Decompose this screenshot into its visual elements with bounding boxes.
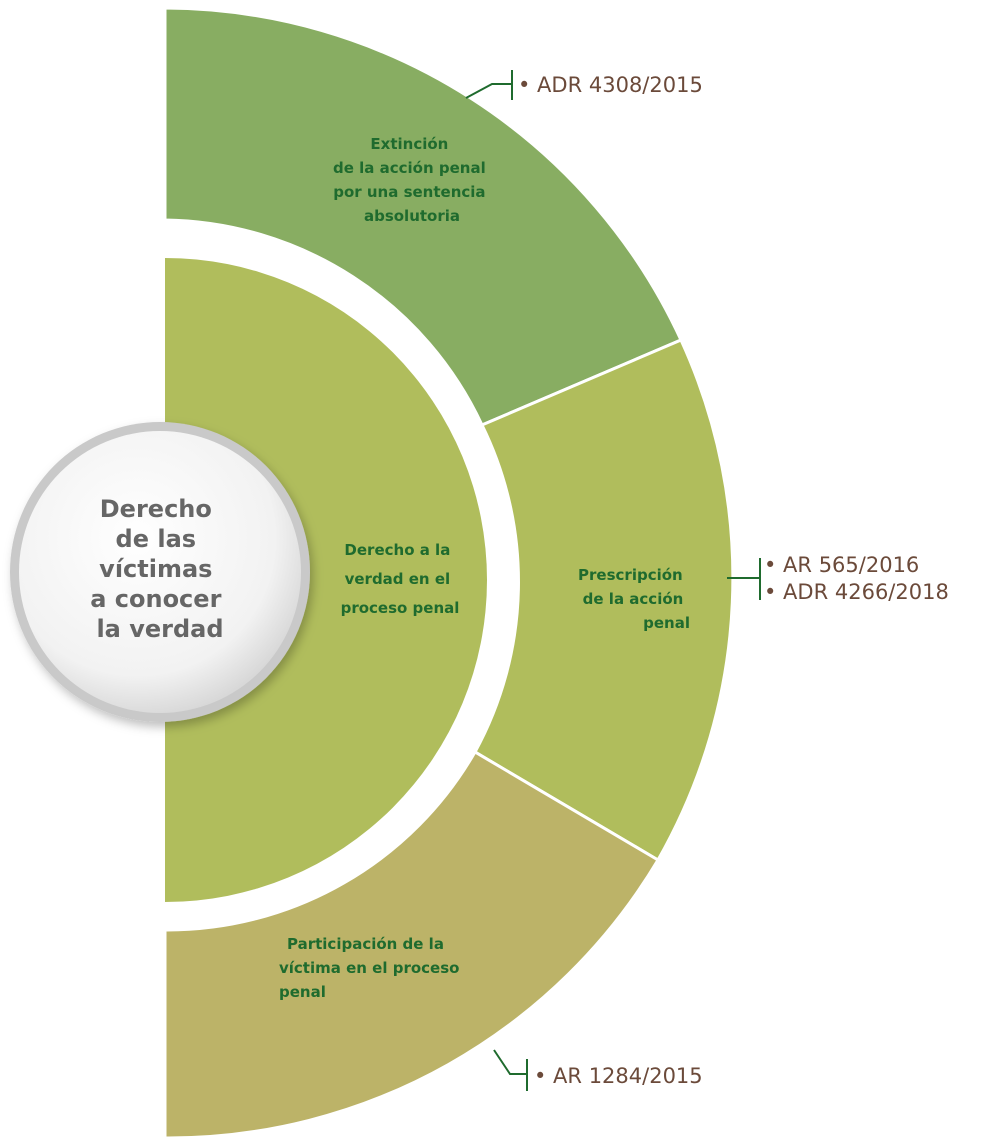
inner-half-circle: [165, 258, 487, 902]
center-title-line: víctimas: [99, 555, 212, 583]
center-title-line: la verdad: [96, 615, 223, 643]
leader-participacion: [493, 1049, 528, 1091]
segment-label-line: Extinción: [370, 135, 448, 153]
inner-label: Derecho a la verdad en el proceso penal: [341, 541, 460, 617]
center-title-line: de las: [116, 525, 197, 553]
segment-label-line: víctima en el proceso: [279, 959, 459, 977]
segment-label-line: absolutoria: [364, 207, 460, 225]
inner-label-line: Derecho a la: [344, 541, 450, 559]
inner-label-line: verdad en el: [345, 570, 451, 588]
segment-participacion-shape: [163, 749, 661, 1140]
segment-extincion-shape: [163, 6, 684, 427]
center-bubble-face: [19, 431, 301, 713]
segment-label-line: de la acción penal: [333, 159, 486, 177]
segment-prescripcion-label: Prescripción de la acción: [578, 566, 688, 608]
leader-extincion: [465, 70, 513, 100]
segment-participacion-label: Participación de la víctima en el proces…: [279, 935, 465, 1001]
ref-list-participacion: • AR 1284/2015: [534, 1064, 703, 1088]
segment-label-line: penal: [643, 614, 690, 632]
ref-item: • ADR 4308/2015: [518, 73, 703, 97]
inner-label-line: proceso penal: [341, 599, 460, 617]
segment-label-line: de la acción: [583, 590, 684, 608]
segment-label-line: Prescripción: [578, 566, 683, 584]
center-title: Derecho de las víctimas a conocer la ver…: [90, 495, 230, 643]
segment-prescripcion-label-end: penal: [643, 614, 690, 632]
leader-prescripcion: [727, 558, 761, 600]
center-title-line: Derecho: [100, 495, 212, 523]
segment-prescripcion-shape: [472, 338, 735, 863]
center-title-line: a conocer: [90, 585, 221, 613]
segment-label-line: Participación de la: [287, 935, 444, 953]
ref-item: • AR 1284/2015: [534, 1064, 703, 1088]
ref-item: • ADR 4266/2018: [764, 580, 949, 604]
segment-label-line: penal: [279, 983, 326, 1001]
segment-extincion-label: Extinción de la acción penal por una sen…: [333, 135, 491, 225]
ref-item: • AR 565/2016: [764, 553, 919, 577]
ref-list-extincion: • ADR 4308/2015: [518, 73, 703, 97]
segment-label-line: por una sentencia: [333, 183, 485, 201]
ref-list-prescripcion: • AR 565/2016 • ADR 4266/2018: [764, 553, 949, 604]
